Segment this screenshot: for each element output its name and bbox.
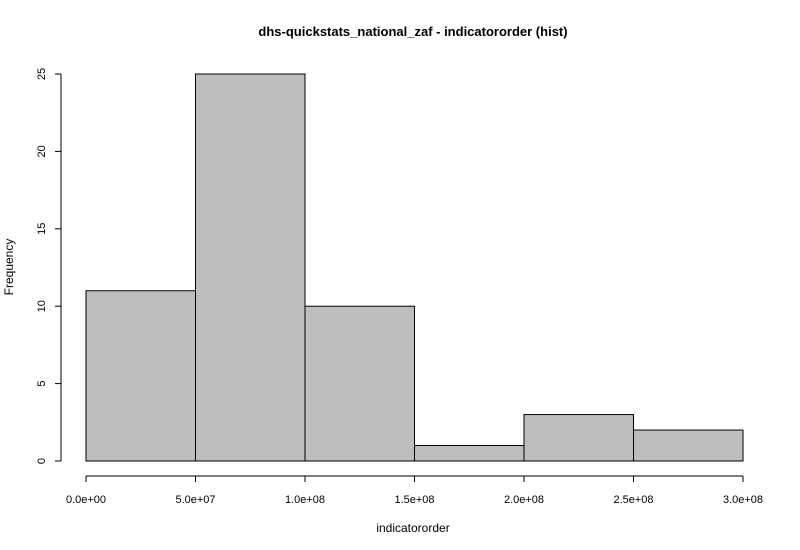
x-tick-label-2: 1.0e+08 <box>285 494 325 506</box>
y-tick-label-5: 25 <box>36 68 48 80</box>
x-axis: 0.0e+00 5.0e+07 1.0e+08 1.5e+08 2.0e+08 2.5e+… <box>66 475 763 506</box>
x-tick-label-3: 1.5e+08 <box>394 494 434 506</box>
y-tick-label-2: 10 <box>36 300 48 312</box>
x-tick-label-5: 2.5e+08 <box>613 494 653 506</box>
y-tick-label-4: 20 <box>36 145 48 157</box>
y-axis-label: Frequency <box>2 239 16 296</box>
y-tick-label-0: 0 <box>36 458 48 464</box>
y-tick-label-3: 15 <box>36 223 48 235</box>
y-axis: 0 5 10 15 20 25 <box>36 68 62 464</box>
histogram-bar-4 <box>523 414 634 462</box>
histogram-bar-5 <box>633 429 744 462</box>
histogram-bar-0 <box>85 290 196 462</box>
chart-title: dhs-quickstats_national_zaf - indicatoro… <box>258 24 567 39</box>
x-axis-label: indicatororder <box>376 521 449 535</box>
x-tick-label-6: 3.0e+08 <box>723 494 763 506</box>
histogram-bar-3 <box>414 445 525 462</box>
x-tick-label-4: 2.0e+08 <box>504 494 544 506</box>
bars-group <box>85 73 744 462</box>
histogram-bar-1 <box>195 73 306 462</box>
y-tick-label-1: 5 <box>36 381 48 387</box>
x-tick-label-0: 0.0e+00 <box>66 494 106 506</box>
histogram-bar-2 <box>304 305 415 462</box>
x-tick-label-1: 5.0e+07 <box>175 494 215 506</box>
